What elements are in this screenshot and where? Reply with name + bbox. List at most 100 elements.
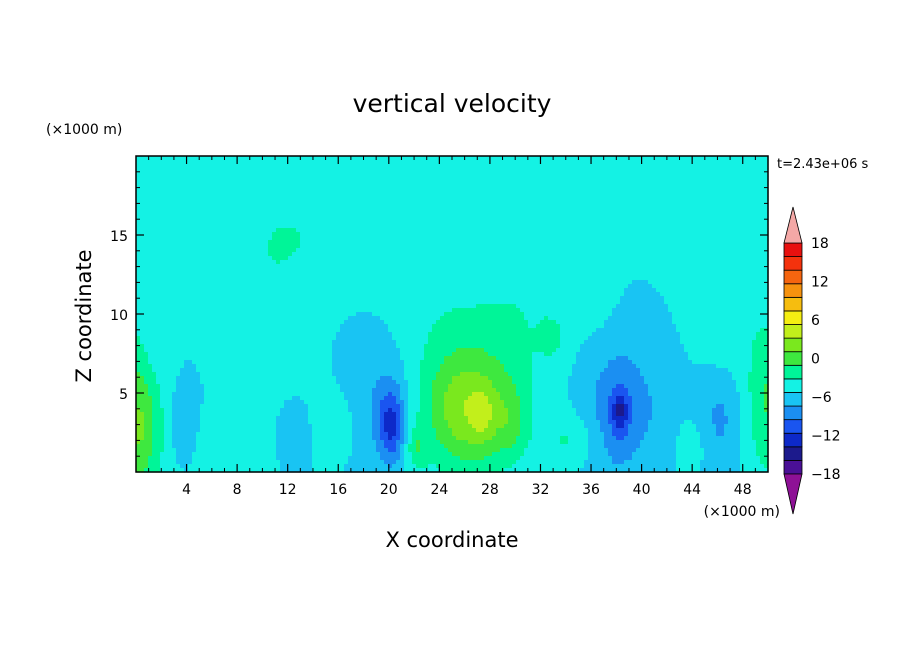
- field-cell: [596, 328, 677, 333]
- field-cell: [672, 316, 769, 321]
- field-cell: [752, 396, 765, 401]
- field-cell: [696, 424, 717, 429]
- field-cell: [152, 408, 165, 413]
- field-cell: [312, 436, 353, 441]
- field-cell: [572, 372, 601, 377]
- field-cell: [604, 432, 613, 437]
- field-cell: [532, 436, 561, 441]
- field-cell: [648, 280, 769, 285]
- field-cell: [296, 248, 769, 253]
- field-cell: [596, 404, 609, 409]
- field-cell: [664, 296, 769, 301]
- field-cell: [136, 324, 341, 329]
- field-cell: [612, 388, 629, 393]
- field-cell: [148, 352, 333, 357]
- field-cell: [416, 440, 421, 445]
- field-cell: [136, 184, 769, 189]
- field-cell: [400, 348, 425, 353]
- field-cell: [164, 436, 173, 441]
- field-cell: [428, 464, 437, 469]
- field-cell: [752, 352, 769, 357]
- field-cell: [584, 420, 601, 425]
- field-cell: [568, 436, 589, 441]
- field-cell: [448, 448, 501, 453]
- field-cell: [652, 400, 741, 405]
- field-cell: [184, 360, 193, 365]
- field-cell: [332, 360, 405, 365]
- field-cell: [608, 420, 617, 425]
- field-cell: [420, 400, 433, 405]
- field-cell: [332, 352, 401, 357]
- field-cell: [432, 328, 561, 333]
- field-cell: [628, 424, 649, 429]
- field-cell: [172, 444, 197, 449]
- field-cell: [144, 380, 157, 385]
- field-cell: [136, 440, 141, 445]
- field-cell: [408, 408, 421, 413]
- field-cell: [648, 388, 737, 393]
- field-cell: [420, 364, 441, 369]
- field-cell: [724, 412, 741, 417]
- field-cell: [624, 436, 645, 441]
- colorbar-band: [783, 351, 803, 366]
- field-cell: [412, 452, 453, 457]
- field-cell: [676, 440, 701, 445]
- field-cell: [436, 320, 529, 325]
- field-cell: [696, 428, 717, 433]
- field-cell: [408, 420, 417, 425]
- field-cell: [592, 332, 681, 337]
- field-cell: [532, 416, 581, 421]
- field-cell: [152, 452, 161, 457]
- field-cell: [520, 308, 613, 313]
- field-cell: [392, 392, 401, 397]
- field-cell: [520, 396, 533, 401]
- field-cell: [312, 424, 353, 429]
- field-cell: [420, 360, 445, 365]
- field-cell: [596, 400, 609, 405]
- field-cell: [740, 420, 753, 425]
- field-cell: [420, 380, 433, 385]
- field-cell: [424, 352, 453, 357]
- field-cell: [192, 452, 277, 457]
- field-cell: [428, 340, 561, 345]
- field-cell: [380, 432, 389, 437]
- y-axis-unit-label: (×1000 m): [46, 122, 122, 138]
- field-cell: [540, 320, 557, 325]
- field-cell: [408, 440, 413, 445]
- field-cell: [668, 308, 769, 313]
- field-cell: [160, 452, 177, 457]
- field-cell: [644, 436, 677, 441]
- field-cell: [608, 360, 633, 365]
- field-cell: [136, 232, 273, 237]
- field-cell: [420, 372, 437, 377]
- field-cell: [608, 404, 613, 409]
- field-cell: [676, 468, 701, 473]
- field-cell: [400, 452, 405, 457]
- field-cell: [276, 416, 309, 421]
- field-cell: [684, 344, 753, 349]
- field-cell: [136, 428, 145, 433]
- field-cell: [488, 396, 501, 401]
- field-cell: [408, 384, 421, 389]
- field-cell: [652, 408, 713, 413]
- field-cell: [312, 444, 353, 449]
- field-cell: [312, 432, 353, 437]
- field-cell: [384, 412, 397, 417]
- field-cell: [396, 432, 401, 437]
- field-cell: [484, 392, 501, 397]
- field-cell: [568, 392, 597, 397]
- field-cell: [204, 400, 285, 405]
- field-cell: [652, 416, 713, 421]
- field-cell: [140, 336, 337, 341]
- field-cell: [300, 232, 769, 237]
- field-cell: [420, 408, 433, 413]
- field-cell: [632, 452, 677, 457]
- field-cell: [276, 452, 313, 457]
- field-cell: [136, 300, 621, 305]
- field-cell: [380, 436, 389, 441]
- field-cell: [468, 416, 493, 421]
- field-cell: [276, 436, 313, 441]
- field-cell: [136, 452, 153, 457]
- field-cell: [756, 332, 769, 337]
- field-cell: [624, 424, 629, 429]
